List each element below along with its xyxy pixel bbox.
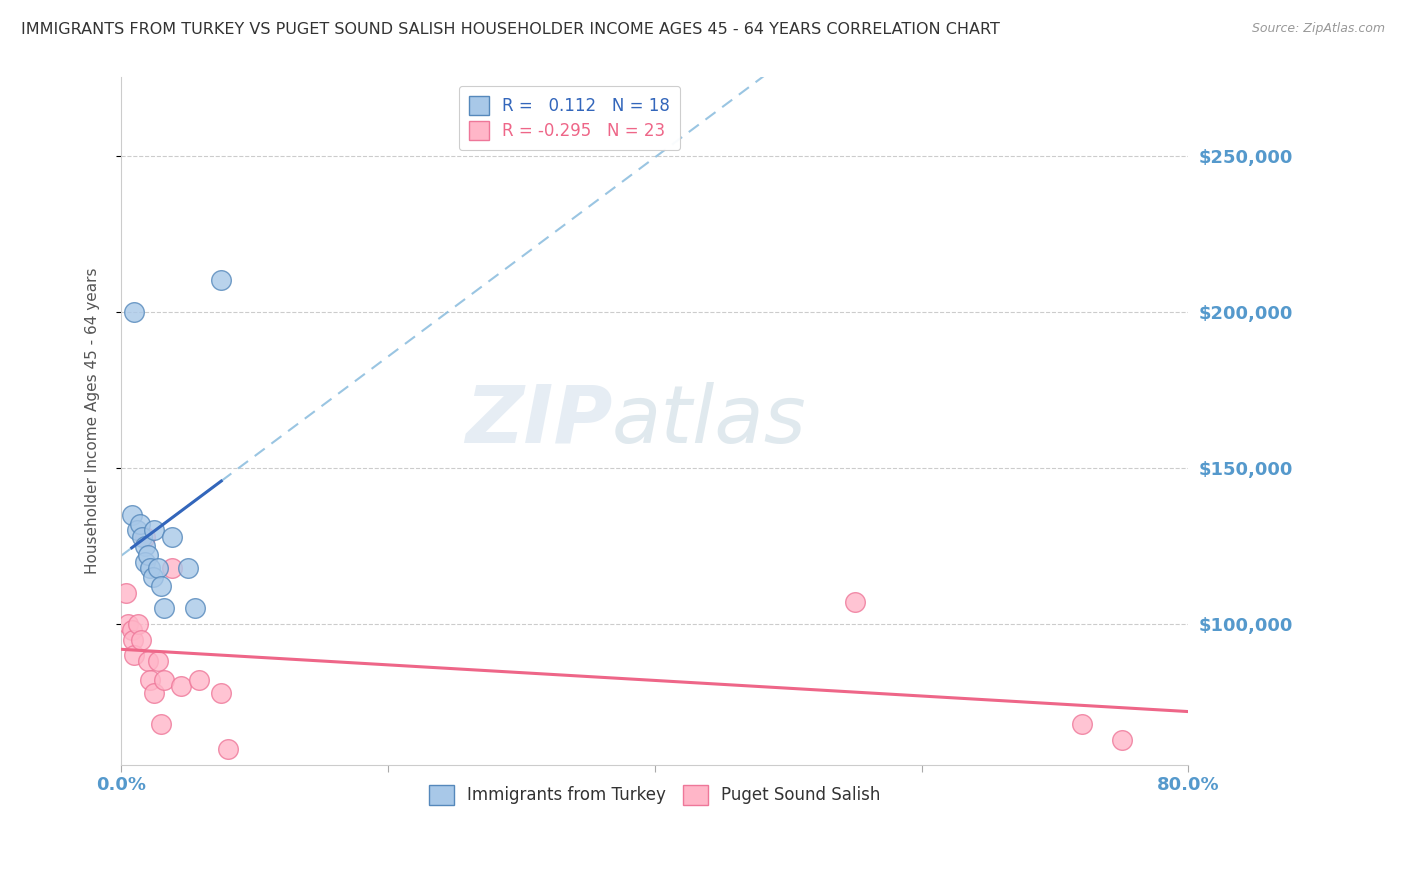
Point [148,655,170,669]
Point [148,561,170,575]
Point [177,561,200,575]
Point [160,529,183,543]
Point [127,617,149,632]
Point [209,686,232,700]
Text: IMMIGRANTS FROM TURKEY VS PUGET SOUND SALISH HOUSEHOLDER INCOME AGES 45 - 64 YEA: IMMIGRANTS FROM TURKEY VS PUGET SOUND SA… [21,22,1000,37]
Point [217,742,239,756]
Point [143,523,166,537]
Point [134,529,156,543]
Point [160,561,183,575]
Point [117,617,139,632]
Text: atlas: atlas [612,382,807,460]
Point [139,673,162,688]
Point [150,580,173,594]
Point [136,548,159,562]
Point [143,686,166,700]
Legend: Immigrants from Turkey, Puget Sound Salish: Immigrants from Turkey, Puget Sound Sali… [419,775,890,814]
Point [121,624,143,638]
Point [153,601,176,615]
Point [1111,732,1133,747]
Point [122,632,145,647]
Point [150,717,173,731]
Point [183,601,205,615]
Point [115,586,138,600]
Text: ZIP: ZIP [465,382,612,460]
Point [124,304,146,318]
Text: Source: ZipAtlas.com: Source: ZipAtlas.com [1251,22,1385,36]
Point [136,655,159,669]
Point [142,570,165,584]
Point [131,529,153,543]
Point [139,561,162,575]
Point [170,680,193,694]
Point [121,508,143,522]
Point [1070,717,1092,731]
Point [153,673,176,688]
Point [124,648,146,663]
Point [134,539,156,553]
Y-axis label: Householder Income Ages 45 - 64 years: Householder Income Ages 45 - 64 years [86,268,100,574]
Point [129,632,152,647]
Point [127,523,149,537]
Point [187,673,209,688]
Point [209,273,232,287]
Point [844,595,866,609]
Point [134,554,156,568]
Point [128,516,150,531]
